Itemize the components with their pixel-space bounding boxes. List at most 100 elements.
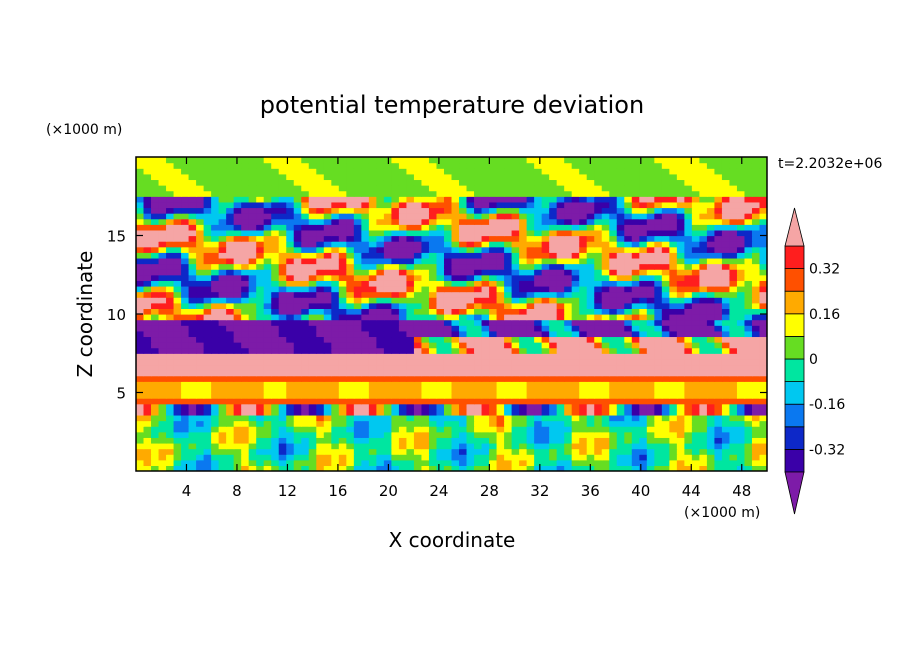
contour-cell [736,207,746,214]
contour-cell [519,224,528,231]
contour-cell [211,157,220,164]
contour-cell [594,409,603,416]
contour-cell [376,190,385,197]
contour-cell [519,235,528,242]
contour-cell [271,459,280,466]
contour-cell [323,235,332,242]
contour-cell [669,229,678,237]
contour-cell [248,319,257,326]
contour-cell [474,403,483,410]
contour-cell [368,336,377,343]
contour-cell [474,269,483,276]
contour-cell [413,454,423,461]
contour-cell [143,185,152,192]
contour-cell [323,431,332,438]
contour-cell [496,336,505,343]
contour-cell [256,252,265,259]
contour-cell [331,213,340,220]
contour-cell [706,386,716,394]
contour-cell [248,241,257,248]
contour-cell [383,353,392,360]
contour-cell [398,274,408,281]
contour-cell [346,246,355,253]
contour-cell [451,386,460,394]
contour-cell [459,342,468,349]
contour-cell [443,252,453,259]
contour-cell [571,381,580,388]
contour-cell [684,285,693,293]
contour-cell [203,297,212,304]
contour-cell [413,263,423,270]
contour-cell [489,190,498,197]
contour-cell [534,370,543,377]
contour-cell [428,207,438,214]
contour-cell [474,252,483,259]
contour-cell [511,319,520,326]
contour-cell [481,185,490,192]
contour-cell [293,252,302,259]
contour-cell [721,448,731,455]
contour-cell [646,185,655,192]
contour-cell [421,185,430,192]
contour-cell [346,162,355,169]
contour-cell [594,291,603,298]
contour-cell [691,314,700,321]
contour-cell [736,162,746,169]
contour-cell [609,229,618,237]
contour-cell [301,302,310,309]
contour-cell [489,381,498,388]
contour-cell [421,347,430,354]
contour-cell [579,442,588,450]
contour-cell [661,403,670,410]
contour-cell [714,241,723,248]
contour-cell [676,274,685,281]
contour-cell [489,398,498,405]
contour-cell [579,465,588,471]
contour-cell [173,442,182,450]
contour-cell [729,241,738,248]
contour-cell [443,353,453,360]
contour-cell [504,459,513,466]
contour-cell [504,257,513,265]
contour-cell [526,274,535,281]
contour-cell [684,291,693,298]
contour-cell [173,392,182,399]
contour-cell [136,319,145,326]
contour-cell [136,426,145,433]
contour-cell [428,325,438,332]
contour-cell [443,207,453,214]
contour-cell [413,336,423,343]
contour-cell [391,213,400,220]
contour-cell [331,375,340,382]
contour-cell [729,218,738,225]
contour-cell [541,235,550,242]
contour-cell [451,173,460,181]
contour-cell [211,235,220,242]
contour-cell [286,330,295,338]
contour-cell [383,185,392,192]
contour-cell [661,465,670,471]
contour-cell [353,409,362,416]
contour-cell [353,229,362,237]
contour-cell [166,459,175,466]
contour-cell [361,459,370,466]
contour-cell [443,358,453,366]
contour-cell [676,302,685,309]
contour-cell [691,347,700,354]
contour-cell [158,353,167,360]
contour-cell [241,426,250,433]
contour-cell [504,252,513,259]
contour-cell [534,201,543,209]
contour-cell [624,342,633,349]
contour-cell [143,257,152,265]
contour-cell [549,252,558,259]
contour-cell [158,280,167,287]
contour-cell [421,263,430,270]
contour-cell [609,426,618,433]
contour-cell [474,381,483,388]
contour-cell [759,375,767,382]
contour-cell [579,381,588,388]
contour-cell [158,319,167,326]
contour-cell [143,392,152,399]
contour-cell [489,218,498,225]
